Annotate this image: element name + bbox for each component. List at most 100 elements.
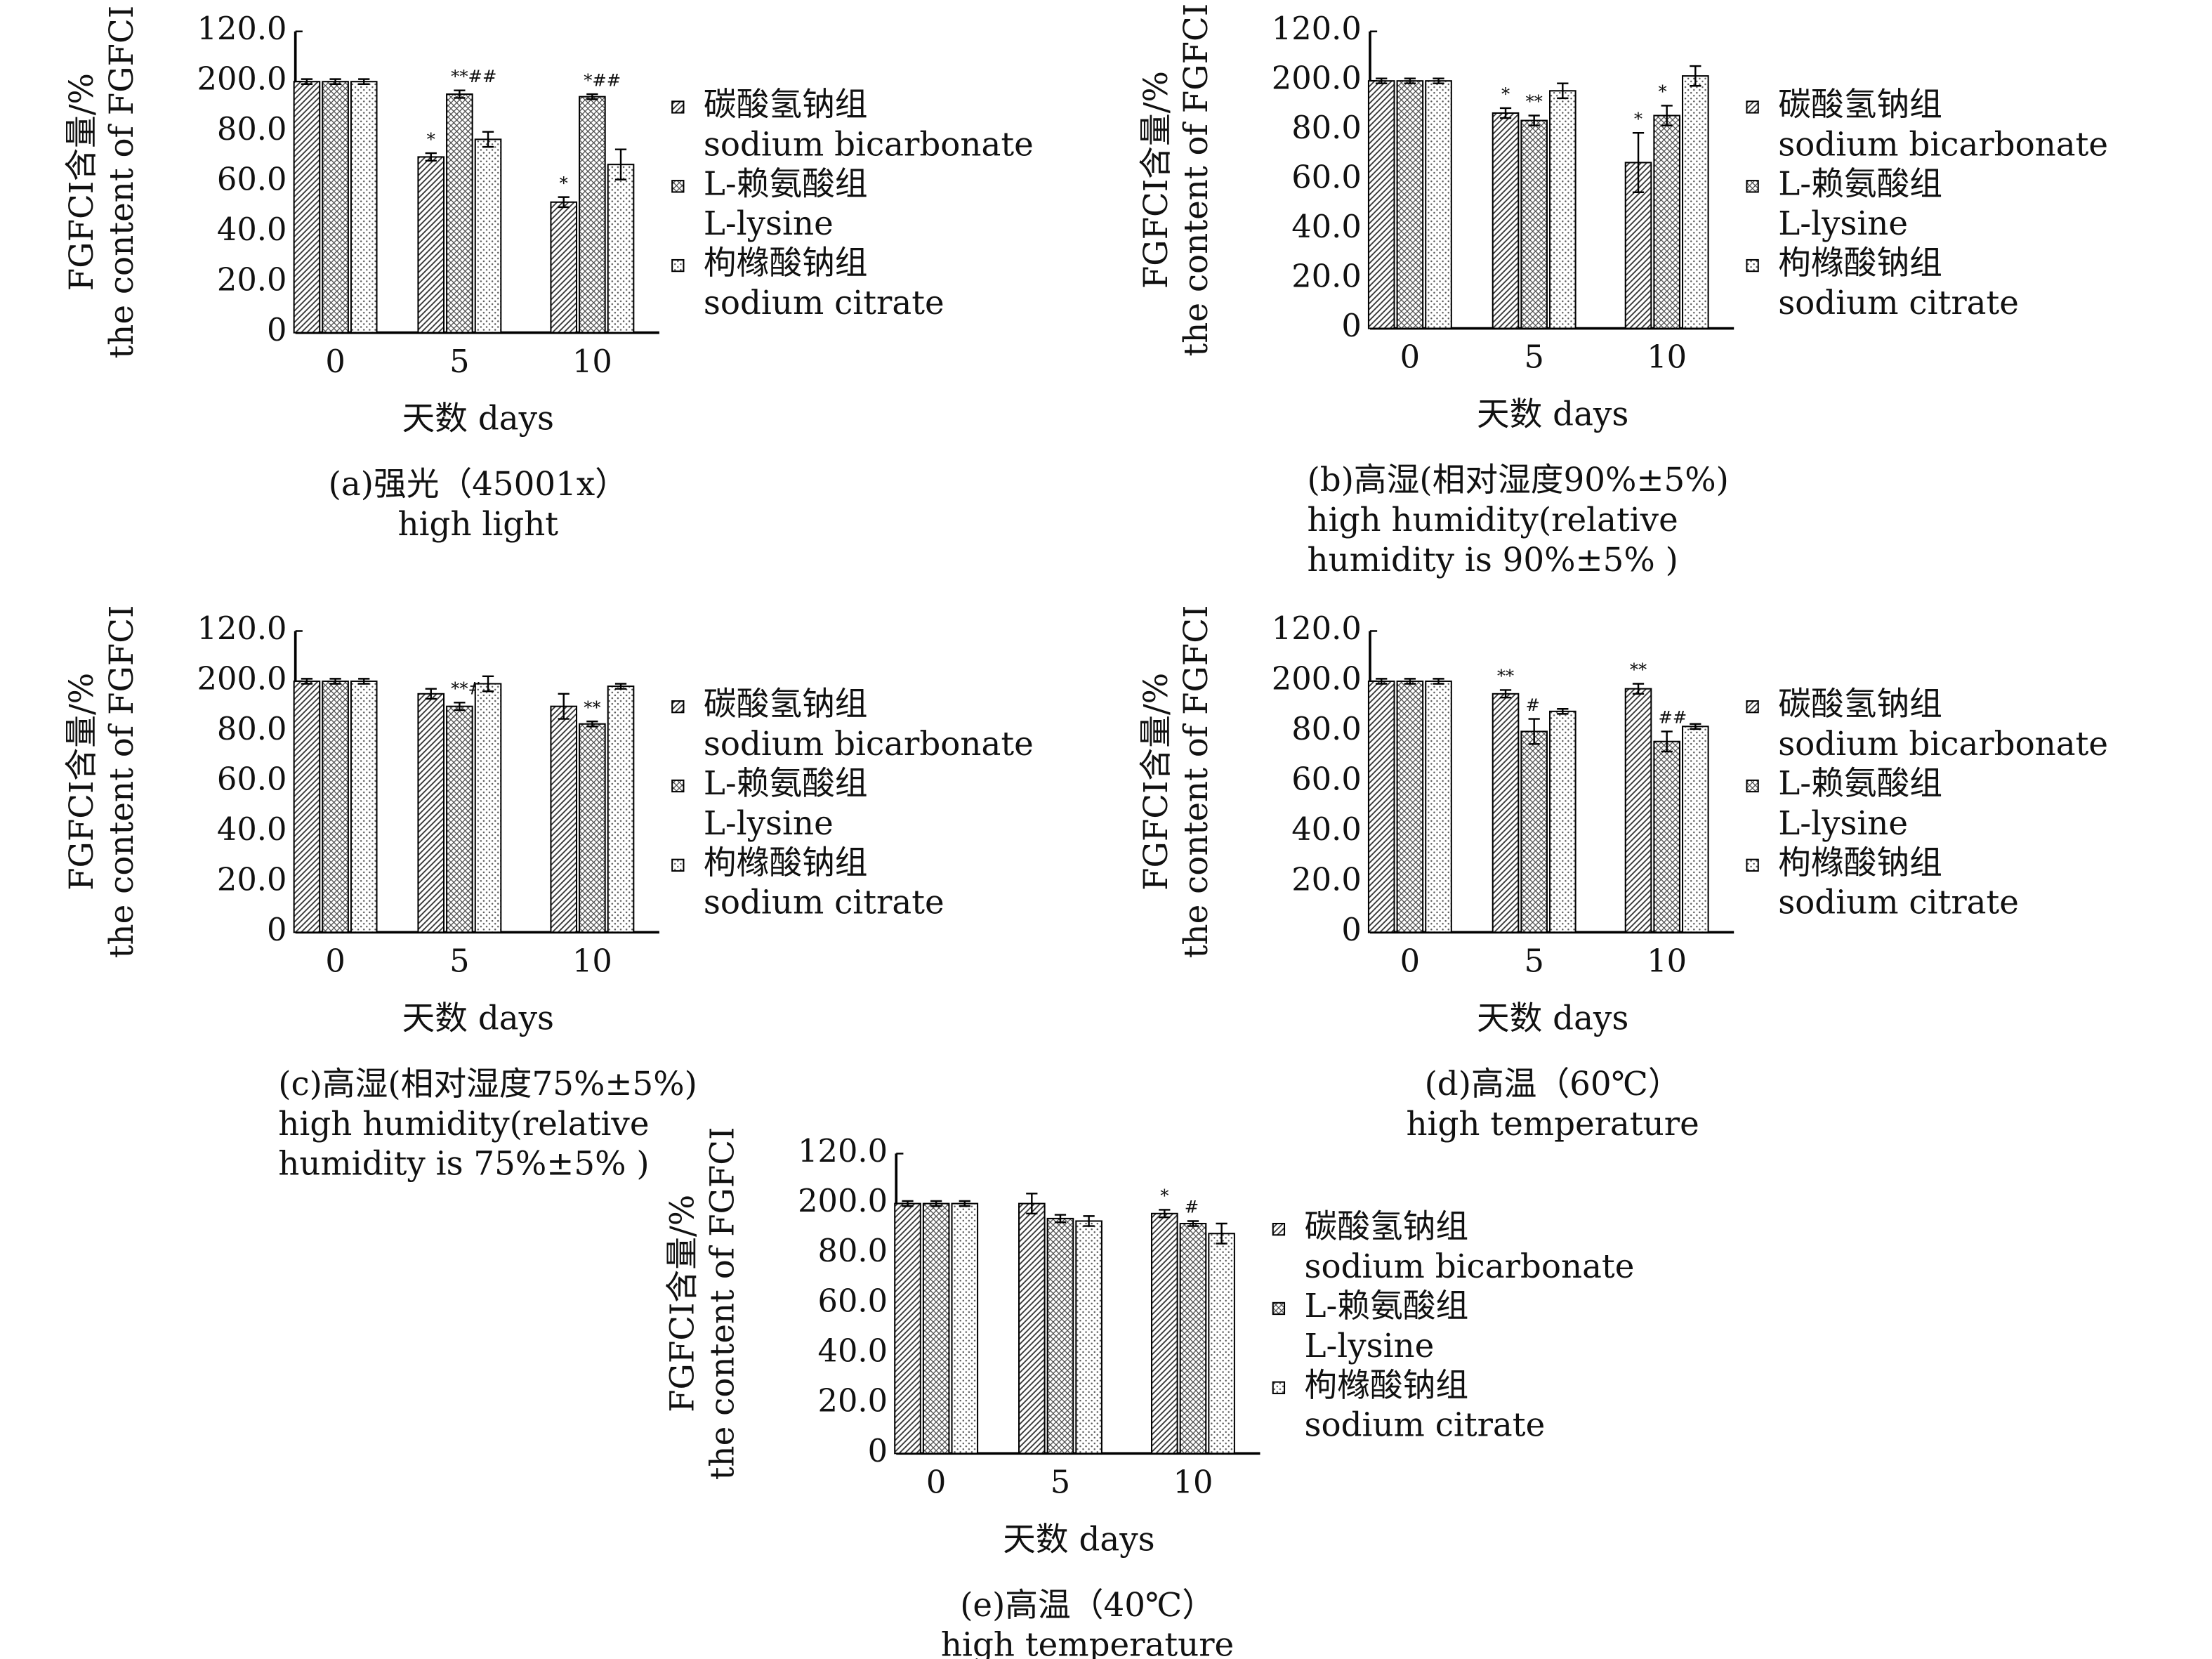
x-tick-label: 10	[1173, 1464, 1213, 1501]
x-tick-label: 10	[1647, 339, 1687, 376]
legend-label-en: sodium citrate	[704, 884, 944, 922]
x-tick-label: 10	[1647, 943, 1687, 980]
caption: high temperature	[941, 1627, 1234, 1659]
error-bar	[614, 148, 627, 181]
legend-label: L-赖氨酸组	[1778, 165, 1942, 203]
bar	[1549, 90, 1576, 329]
bar	[293, 81, 321, 334]
error-bar	[1632, 683, 1645, 695]
legend-label-en: sodium bicarbonate	[1778, 126, 2108, 164]
error-bar	[482, 131, 494, 148]
y-tick-label: 80.0	[1291, 109, 1362, 146]
panel: 0 20.0 40.0 60.0 80.0 200.0 120.0 0 5 10 天数 days FG…	[664, 1127, 1634, 1659]
error-bar	[1433, 678, 1444, 685]
significance-mark: ##	[1658, 707, 1687, 728]
error-bar	[586, 720, 598, 728]
bar	[607, 164, 635, 334]
caption: humidity is 90%±5% )	[1308, 542, 1678, 579]
x-axis-label: 天数 days	[1003, 1521, 1154, 1559]
significance-mark: **##	[451, 66, 496, 86]
error-bar	[930, 1200, 942, 1207]
error-bar	[329, 78, 341, 85]
error-bar	[1404, 77, 1416, 84]
legend-swatch	[671, 180, 685, 193]
error-bar	[1557, 82, 1569, 100]
error-bar	[1376, 77, 1388, 84]
bar	[1425, 680, 1452, 933]
error-bar	[1026, 1193, 1038, 1215]
legend-label: L-赖氨酸组	[1778, 765, 1942, 803]
y-tick-label: 20.0	[217, 261, 287, 299]
y-tick-label: 200.0	[197, 60, 287, 98]
y-tick-label: 0	[1341, 307, 1361, 344]
x-tick-label: 10	[572, 943, 612, 980]
caption: (d)高温（60℃）	[1425, 1065, 1681, 1103]
error-bar	[1557, 708, 1569, 715]
legend-swatch	[1746, 779, 1759, 793]
bar	[446, 93, 473, 334]
bar	[1208, 1233, 1235, 1455]
x-tick-label: 5	[449, 343, 469, 380]
y-tick-label: 20.0	[818, 1382, 888, 1419]
caption: (a)强光（45001x）	[329, 466, 628, 504]
y-tick-label: 40.0	[1291, 208, 1362, 245]
error-bar	[454, 89, 466, 99]
panel: 0 20.0 40.0 60.0 80.0 200.0 120.0 0 5 10 天数 days FG…	[1138, 605, 2108, 1143]
y-tick-label: 0	[267, 311, 287, 348]
y-tick-label: 60.0	[217, 161, 287, 198]
significance-mark: **	[1525, 91, 1542, 112]
significance-mark: #	[1525, 695, 1539, 715]
y-tick-label: 80.0	[1291, 710, 1362, 747]
significance-mark: **	[1630, 660, 1647, 680]
y-axis-label: the content of FGFCI	[103, 6, 141, 359]
error-bar	[425, 152, 437, 162]
legend-label-en: L-lysine	[704, 205, 834, 243]
y-axis-label: FGFCI含量/%	[1138, 71, 1176, 289]
x-tick-label: 5	[1524, 339, 1543, 376]
caption: high humidity(relative	[1308, 501, 1678, 539]
panel: 0 20.0 40.0 60.0 80.0 200.0 120.0 0 5 10 天数 days FG…	[63, 6, 1034, 544]
y-axis-label: the content of FGFCI	[1178, 4, 1216, 357]
bar	[894, 1202, 921, 1455]
y-axis-label: the content of FGFCI	[704, 1127, 742, 1480]
legend-label: 碳酸氢钠组	[1304, 1208, 1468, 1246]
y-tick-label: 80.0	[818, 1232, 888, 1269]
bar	[1396, 80, 1424, 329]
error-bar	[301, 678, 313, 685]
y-tick-label: 120.0	[1272, 10, 1362, 47]
y-tick-label: 200.0	[1272, 60, 1362, 97]
legend-label-en: L-lysine	[1778, 805, 1908, 843]
legend-swatch	[1272, 1223, 1286, 1236]
legend-label-en: sodium citrate	[1304, 1407, 1545, 1445]
error-bar	[614, 683, 627, 690]
legend-swatch	[1746, 858, 1759, 872]
legend-label: L-赖氨酸组	[1304, 1287, 1468, 1325]
error-bar	[959, 1200, 970, 1207]
y-tick-label: 60.0	[217, 760, 287, 797]
y-tick-label: 40.0	[1291, 811, 1362, 848]
y-axis-label: FGFCI含量/%	[1138, 673, 1176, 891]
legend-label-en: L-lysine	[1778, 205, 1908, 243]
error-bar	[1632, 131, 1645, 193]
error-bar	[1499, 689, 1512, 699]
bar	[1653, 740, 1680, 933]
bar	[579, 96, 606, 334]
legend-label: L-赖氨酸组	[704, 765, 868, 803]
significance-mark: #	[1185, 1197, 1199, 1217]
error-bar	[558, 196, 570, 209]
legend-label: 枸橼酸钠组	[1778, 844, 1942, 882]
bar	[474, 138, 502, 334]
x-axis-label: 天数 days	[1477, 999, 1628, 1037]
bar	[1396, 680, 1424, 933]
legend-swatch	[1746, 700, 1759, 714]
error-bar	[1376, 678, 1388, 685]
y-tick-label: 20.0	[1291, 258, 1362, 295]
legend-label: 枸橼酸钠组	[704, 844, 868, 882]
x-tick-label: 0	[1400, 943, 1420, 980]
error-bar	[454, 702, 466, 712]
bar	[350, 81, 378, 334]
legend-label: 碳酸氢钠组	[704, 686, 868, 723]
legend-swatch	[1746, 258, 1759, 273]
legend-label-en: sodium citrate	[704, 284, 944, 322]
